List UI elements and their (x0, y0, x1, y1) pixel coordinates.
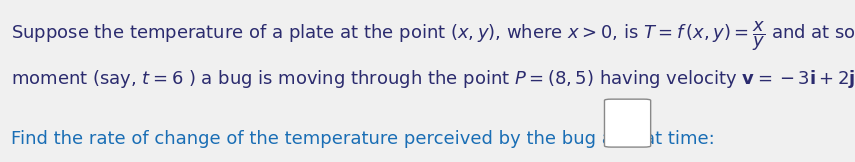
FancyBboxPatch shape (604, 99, 651, 147)
Text: moment (say, $t = 6$ ) a bug is moving through the point $P = (8, 5)$ having vel: moment (say, $t = 6$ ) a bug is moving t… (11, 68, 855, 90)
Text: Find the rate of change of the temperature perceived by the bug at that time:: Find the rate of change of the temperatu… (11, 130, 715, 148)
Text: Suppose the temperature of a plate at the point $(x, y)$, where $x > 0$, is $T =: Suppose the temperature of a plate at th… (11, 19, 855, 53)
